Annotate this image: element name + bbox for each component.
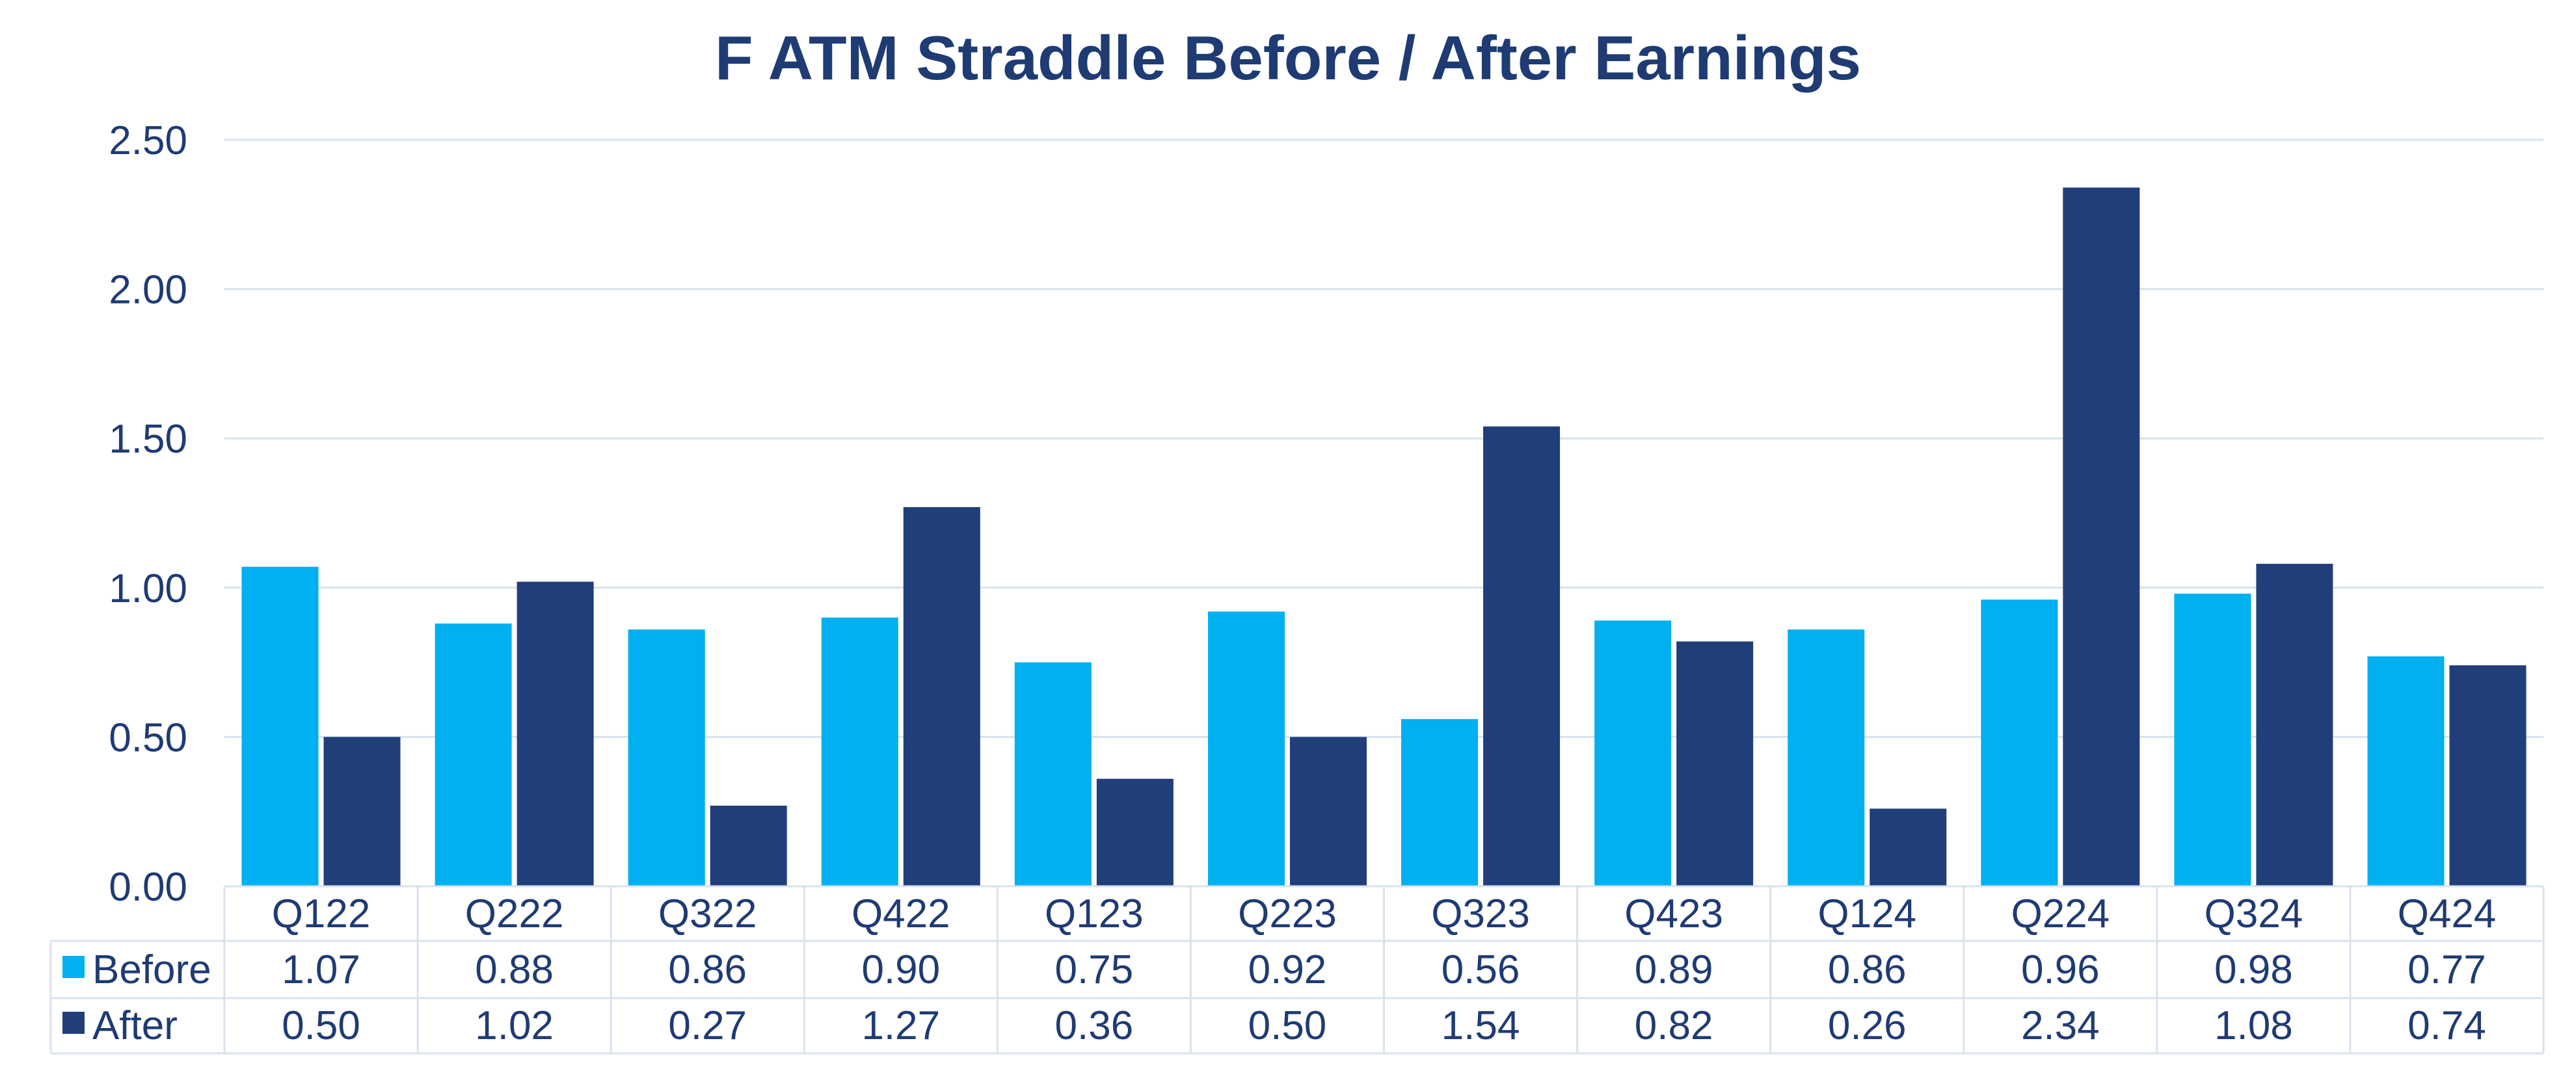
y-axis: 0.00 0.50 1.00 1.50 2.00 2.50: [109, 118, 187, 910]
table-cell-after: 0.50: [1248, 1003, 1327, 1048]
table-cell-before: 0.89: [1635, 947, 1713, 992]
y-tick-label: 2.50: [109, 118, 187, 163]
y-tick-label: 1.50: [109, 417, 187, 462]
table-cell-before: 0.75: [1055, 947, 1134, 992]
bar-before-Q423: [1594, 620, 1672, 886]
bar-after-Q224: [2063, 187, 2140, 887]
x-tick-label: Q124: [1818, 891, 1916, 936]
chart-title: F ATM Straddle Before / After Earnings: [715, 23, 1861, 93]
bar-before-Q122: [241, 566, 319, 886]
bars: [241, 187, 2527, 887]
table-cell-before: 1.07: [282, 947, 360, 992]
table-cell-after: 0.36: [1055, 1003, 1134, 1048]
table-cell-after: 1.02: [475, 1003, 554, 1048]
bar-before-Q222: [435, 623, 512, 886]
table-cell-after: 0.50: [282, 1003, 360, 1048]
bar-after-Q423: [1676, 641, 1754, 886]
bar-before-Q424: [2367, 656, 2445, 886]
legend-key-before: [62, 956, 85, 978]
table-cell-after: 0.74: [2408, 1003, 2486, 1048]
table-cell-before: 0.88: [475, 947, 554, 992]
legend-label-before: Before: [92, 947, 211, 992]
x-tick-label: Q122: [272, 891, 371, 936]
table-cell-after: 1.27: [861, 1003, 940, 1048]
table-cell-before: 0.92: [1248, 947, 1327, 992]
bar-before-Q123: [1014, 662, 1092, 886]
table-cell-before: 0.96: [2021, 947, 2100, 992]
table-cell-before: 0.86: [668, 947, 747, 992]
table-cell-after: 0.26: [1828, 1003, 1907, 1048]
bar-after-Q122: [323, 737, 401, 886]
bar-before-Q422: [821, 617, 898, 886]
y-tick-label: 1.00: [109, 566, 187, 611]
table-cell-after: 2.34: [2021, 1003, 2100, 1048]
bar-after-Q424: [2449, 665, 2527, 886]
bar-before-Q324: [2174, 593, 2251, 886]
bar-after-Q124: [1870, 808, 1947, 886]
table-cell-after: 0.82: [1635, 1003, 1713, 1048]
table-cell-after: 1.54: [1442, 1003, 1520, 1048]
x-tick-label: Q423: [1624, 891, 1723, 936]
table-cell-after: 1.08: [2214, 1003, 2293, 1048]
bar-before-Q124: [1788, 629, 1865, 886]
x-tick-label: Q223: [1238, 891, 1337, 936]
bar-after-Q323: [1483, 426, 1561, 886]
table-cell-before: 0.90: [861, 947, 940, 992]
table-cell-before: 0.56: [1442, 947, 1520, 992]
data-table: Q122 Q222 Q322 Q422 Q123 Q223 Q323 Q423 Q124 Q224…: [49, 885, 2545, 1055]
bar-after-Q123: [1096, 778, 1174, 886]
y-tick-label: 0.50: [109, 715, 187, 760]
y-tick-label: 0.00: [109, 865, 187, 910]
table-cell-before: 0.77: [2408, 947, 2486, 992]
bar-after-Q324: [2256, 564, 2333, 886]
bar-before-Q323: [1401, 719, 1479, 886]
legend-label-after: After: [92, 1003, 178, 1048]
bar-after-Q322: [710, 806, 787, 886]
bar-before-Q223: [1207, 611, 1285, 886]
x-tick-label: Q123: [1045, 891, 1144, 936]
x-tick-label: Q224: [2011, 891, 2110, 936]
x-tick-label: Q424: [2398, 891, 2497, 936]
x-tick-label: Q422: [852, 891, 950, 936]
table-cell-before: 0.98: [2214, 947, 2293, 992]
bar-after-Q223: [1289, 737, 1367, 886]
x-tick-label: Q323: [1431, 891, 1530, 936]
x-tick-label: Q322: [658, 891, 757, 936]
y-tick-label: 2.00: [109, 268, 187, 313]
bar-after-Q422: [903, 507, 980, 886]
table-cell-before: 0.86: [1828, 947, 1907, 992]
bar-before-Q224: [1981, 600, 2058, 886]
legend-key-after: [62, 1012, 85, 1034]
bar-before-Q322: [628, 629, 705, 886]
gridlines: [224, 139, 2543, 738]
bar-after-Q222: [517, 581, 594, 886]
x-tick-label: Q324: [2205, 891, 2303, 936]
table-cell-after: 0.27: [668, 1003, 747, 1048]
x-tick-label: Q222: [465, 891, 564, 936]
